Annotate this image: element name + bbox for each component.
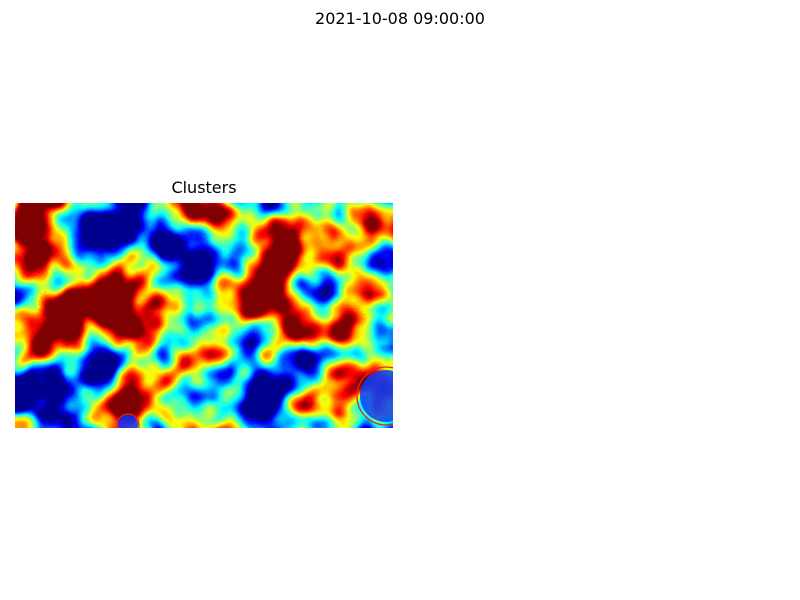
cluster-markers (116, 366, 393, 428)
cluster-circle-2 (356, 366, 393, 426)
cluster-circle-1 (116, 413, 140, 428)
cluster-heatmap (15, 203, 393, 428)
heatmap-field (15, 203, 393, 428)
figure-suptitle: 2021-10-08 09:00:00 (315, 9, 485, 28)
cluster-core-1 (118, 415, 138, 428)
chart-title: Clusters (171, 178, 237, 197)
cluster-core-2 (360, 370, 393, 422)
